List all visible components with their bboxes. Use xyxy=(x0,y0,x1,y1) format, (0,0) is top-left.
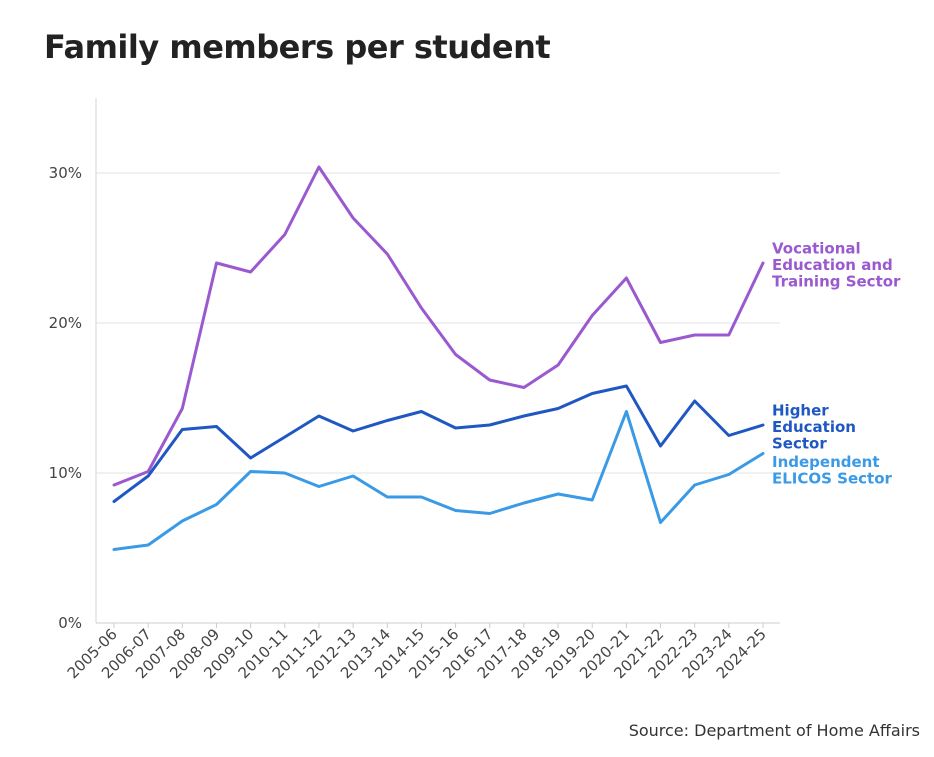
series-line-independent-elicos-sector xyxy=(112,410,765,551)
series-lines xyxy=(112,165,765,551)
y-tick-label: 10% xyxy=(49,464,82,482)
series-label-vocational-education-and-training-sector: Vocational Education and Training Sector xyxy=(772,240,901,291)
series-line-higher-education-sector xyxy=(112,384,765,503)
series-line-vocational-education-and-training-sector xyxy=(112,165,765,487)
y-tick-label: 20% xyxy=(49,314,82,332)
series-label-independent-elicos-sector: Independent ELICOS Sector xyxy=(772,453,893,488)
y-tick-label: 30% xyxy=(49,164,82,182)
series-labels: Vocational Education and Training Sector Hi… xyxy=(772,240,901,488)
axes xyxy=(95,98,780,628)
chart-title: Family members per student xyxy=(44,28,551,66)
x-axis-tick-labels: 2005-062006-072007-082008-092009-102010-… xyxy=(64,625,770,682)
y-axis-tick-labels: 0% 10% 20% 30% xyxy=(49,164,82,632)
y-tick-label: 0% xyxy=(58,614,82,632)
gridlines xyxy=(96,172,780,474)
series-label-higher-education-sector: Higher Education Sector xyxy=(772,402,856,453)
source-note: Source: Department of Home Affairs xyxy=(628,721,920,740)
